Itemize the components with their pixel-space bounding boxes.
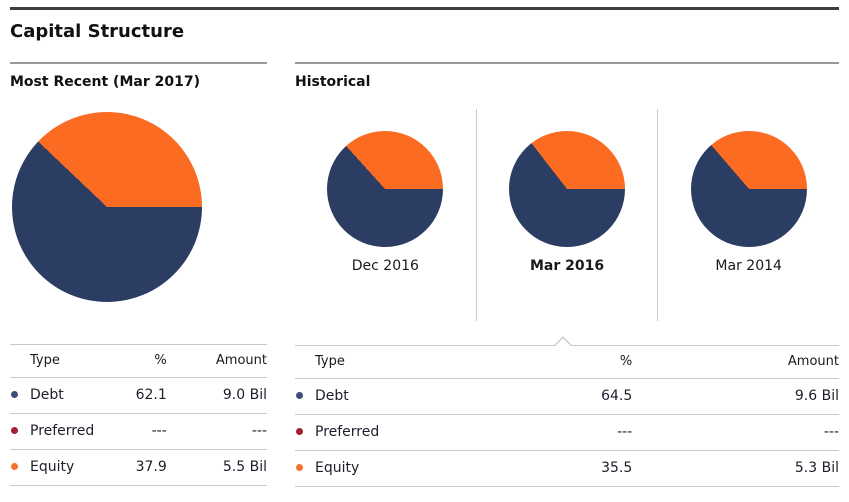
most-recent-pie-chart (12, 112, 202, 302)
period-pie-mar-2014[interactable] (690, 131, 807, 247)
period-dec-2016[interactable]: Dec 2016 (295, 109, 476, 321)
row-label-equity: Equity (30, 459, 75, 475)
historical-table-wrap: Type % Amount Debt 64.5 9.6 Bil Preferre… (295, 336, 839, 487)
debt-pct-value: 64.5 (601, 388, 633, 404)
most-recent-heading: Most Recent (Mar 2017) (10, 62, 267, 92)
historical-section: Historical Dec 2016 Mar 2016 Mar 2014 (295, 62, 839, 487)
top-divider-bar (10, 7, 839, 10)
row-label-debt: Debt (315, 388, 349, 404)
most-recent-section: Most Recent (Mar 2017) Type % Amount Deb… (10, 62, 267, 487)
col-header-type: Type (30, 353, 60, 369)
row-label-preferred: Preferred (315, 424, 380, 440)
col-header-pct: % (619, 354, 633, 370)
col-header-pct: % (154, 353, 167, 369)
row-label-preferred: Preferred (30, 423, 95, 439)
table-row-preferred: Preferred --- --- (10, 413, 267, 449)
preferred-amount-value: --- (251, 423, 267, 439)
col-header-amount: Amount (787, 354, 839, 370)
period-label-dec-2016[interactable]: Dec 2016 (351, 258, 419, 274)
col-header-type: Type (315, 354, 345, 370)
debt-dot-icon (11, 391, 18, 398)
debt-dot-icon (296, 392, 303, 399)
preferred-amount-value: --- (823, 424, 839, 440)
capital-structure-widget: Capital Structure Most Recent (Mar 2017)… (0, 7, 849, 487)
period-pie-dec-2016[interactable] (327, 131, 444, 247)
equity-amount-value: 5.5 Bil (222, 459, 267, 475)
debt-amount-value: 9.0 Bil (222, 387, 267, 403)
historical-heading: Historical (295, 62, 839, 92)
debt-amount-value: 9.6 Bil (794, 388, 839, 404)
preferred-pct-value: --- (151, 423, 167, 439)
col-header-amount: Amount (215, 353, 267, 369)
most-recent-table: Type % Amount Debt 62.1 9.0 Bil Preferre… (10, 345, 267, 486)
preferred-pct-value: --- (617, 424, 633, 440)
equity-dot-icon (296, 464, 303, 471)
period-mar-2016[interactable]: Mar 2016 (475, 109, 658, 321)
equity-dot-icon (11, 463, 18, 470)
row-label-debt: Debt (30, 387, 64, 403)
period-mar-2014[interactable]: Mar 2014 (657, 109, 839, 321)
table-row-preferred: Preferred --- --- (295, 414, 839, 450)
equity-pct-value: 37.9 (135, 459, 167, 475)
table-row-equity: Equity 37.9 5.5 Bil (10, 449, 267, 485)
equity-pct-value: 35.5 (601, 460, 633, 476)
debt-pct-value: 62.1 (135, 387, 167, 403)
row-label-equity: Equity (315, 460, 360, 476)
content-area: Most Recent (Mar 2017) Type % Amount Deb… (10, 62, 839, 487)
historical-table: Type % Amount Debt 64.5 9.6 Bil Preferre… (295, 346, 839, 487)
historical-periods-strip: Dec 2016 Mar 2016 Mar 2014 (295, 109, 839, 321)
page-title: Capital Structure (10, 21, 185, 42)
period-label-mar-2014[interactable]: Mar 2014 (715, 258, 782, 274)
table-header-row: Type % Amount (295, 346, 839, 378)
most-recent-table-wrap: Type % Amount Debt 62.1 9.0 Bil Preferre… (10, 344, 267, 486)
period-pie-mar-2016[interactable] (509, 131, 625, 247)
preferred-dot-icon (296, 428, 303, 435)
table-row-equity: Equity 35.5 5.3 Bil (295, 450, 839, 486)
table-header-row: Type % Amount (10, 345, 267, 377)
period-label-mar-2016[interactable]: Mar 2016 (529, 258, 605, 274)
table-row-debt: Debt 64.5 9.6 Bil (295, 378, 839, 414)
table-row-debt: Debt 62.1 9.0 Bil (10, 377, 267, 413)
preferred-dot-icon (11, 427, 18, 434)
equity-amount-value: 5.3 Bil (794, 460, 839, 476)
